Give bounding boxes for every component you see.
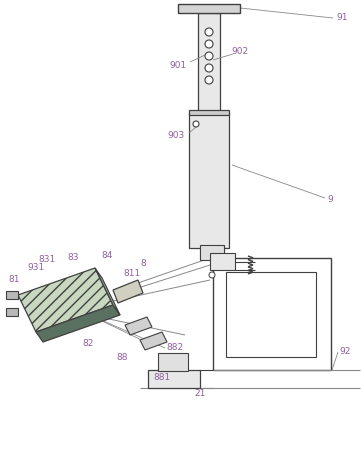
Bar xyxy=(200,245,224,260)
Text: 881: 881 xyxy=(153,373,171,382)
Text: 84: 84 xyxy=(101,250,113,259)
Bar xyxy=(226,272,316,357)
Bar xyxy=(189,110,229,115)
Text: 931: 931 xyxy=(27,263,45,272)
Text: 901: 901 xyxy=(169,60,187,69)
Text: 91: 91 xyxy=(336,14,348,23)
Bar xyxy=(213,258,331,370)
Bar xyxy=(6,308,18,316)
Polygon shape xyxy=(36,305,120,342)
Circle shape xyxy=(205,40,213,48)
Bar xyxy=(198,13,220,113)
Text: 92: 92 xyxy=(339,348,351,356)
Polygon shape xyxy=(18,268,113,332)
Text: 9: 9 xyxy=(327,195,333,204)
Polygon shape xyxy=(95,268,120,315)
Text: 82: 82 xyxy=(82,339,94,348)
Text: 882: 882 xyxy=(166,344,183,353)
Bar xyxy=(178,4,240,13)
Text: 8: 8 xyxy=(140,259,146,268)
Bar xyxy=(158,353,188,371)
Text: 21: 21 xyxy=(194,388,206,397)
Text: 811: 811 xyxy=(123,268,141,277)
Circle shape xyxy=(205,28,213,36)
Circle shape xyxy=(205,64,213,72)
Polygon shape xyxy=(113,280,143,303)
Text: 83: 83 xyxy=(67,253,79,262)
Text: 831: 831 xyxy=(38,256,56,264)
Circle shape xyxy=(205,52,213,60)
Polygon shape xyxy=(125,317,152,335)
Text: 902: 902 xyxy=(231,47,249,56)
Circle shape xyxy=(209,272,215,278)
Bar xyxy=(148,370,200,388)
Text: 81: 81 xyxy=(8,276,20,285)
Bar xyxy=(210,253,235,270)
Text: 88: 88 xyxy=(116,354,128,363)
Bar xyxy=(189,113,229,248)
Polygon shape xyxy=(140,332,167,350)
Circle shape xyxy=(205,76,213,84)
Circle shape xyxy=(193,121,199,127)
Text: 903: 903 xyxy=(168,132,184,141)
Bar xyxy=(6,291,18,299)
